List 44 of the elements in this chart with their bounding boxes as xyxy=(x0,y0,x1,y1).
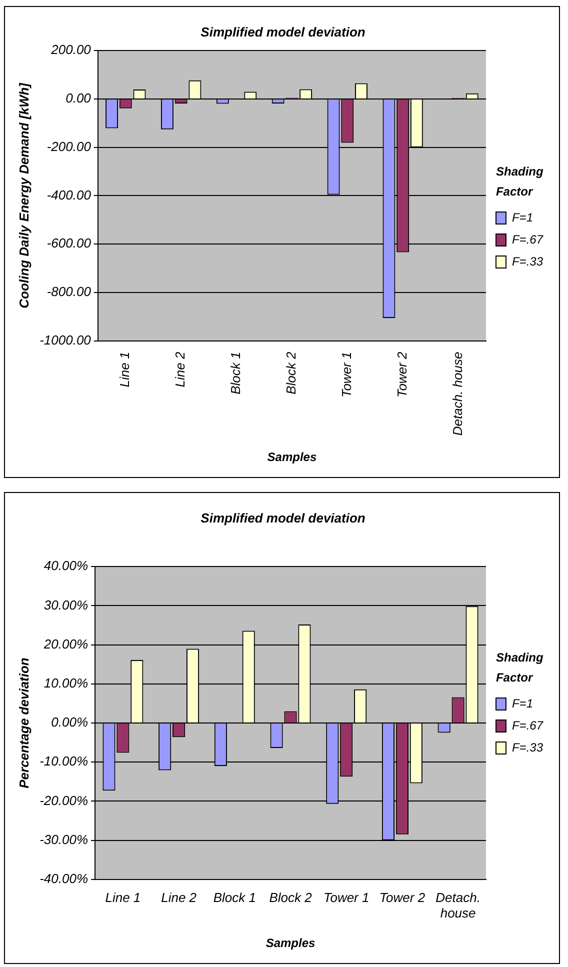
x-tick-label: Block 1 xyxy=(213,890,256,905)
chart-title: Simplified model deviation xyxy=(200,24,366,40)
y-tick-label: 10.00% xyxy=(44,676,88,691)
x-tick-label: Tower 2 xyxy=(394,351,410,398)
x-tick-label: Block 1 xyxy=(228,352,244,394)
y-tick-label: 0.00 xyxy=(66,90,92,106)
legend-label: F=1 xyxy=(512,210,533,224)
y-tick-label: -30.00% xyxy=(40,832,88,847)
legend-label: F=.67 xyxy=(512,718,544,732)
legend-label: F=.33 xyxy=(512,740,544,754)
y-tick-label: -600.00 xyxy=(46,236,92,251)
x-tick-label: Line 2 xyxy=(161,890,198,905)
x-tick-label: Block 2 xyxy=(269,890,313,905)
y-tick-label: -40.00% xyxy=(40,871,88,886)
legend-label: F=.67 xyxy=(512,232,544,246)
y-tick-label: -20.00% xyxy=(40,792,88,808)
x-tick-label: Line 1 xyxy=(105,890,141,905)
x-tick-label: Block 2 xyxy=(284,351,299,394)
y-tick-label: -200.00 xyxy=(46,138,92,154)
legend-label: F=.33 xyxy=(512,254,544,268)
y-tick-label: -10.00% xyxy=(40,754,88,769)
y-tick-label: 200.00 xyxy=(50,42,92,58)
legend-title: Shading Factor xyxy=(496,164,544,198)
y-tick-label: 20.00% xyxy=(42,636,88,652)
legend-title: Shading Factor xyxy=(496,650,544,684)
y-tick-label: -400.00 xyxy=(46,187,92,202)
x-tick-label: Line 1 xyxy=(117,352,132,388)
x-tick-label: Tower 1 xyxy=(338,352,354,398)
y-tick-label: 40.00% xyxy=(44,558,88,574)
x-axis-title: Samples xyxy=(267,450,317,464)
x-tick-label: Tower 1 xyxy=(323,890,370,905)
legend-label: F=1 xyxy=(512,696,533,710)
y-tick-label: -1000.00 xyxy=(40,332,92,348)
y-tick-label: 30.00% xyxy=(44,597,88,612)
y-axis-title: Percentage deviation xyxy=(16,658,32,788)
y-tick-label: 0.00% xyxy=(51,714,88,730)
y-tick-label: -800.00 xyxy=(46,284,92,300)
x-tick-label: Tower 2 xyxy=(379,890,426,905)
x-axis-title: Samples xyxy=(266,936,316,950)
x-tick-label: Line 2 xyxy=(172,351,188,388)
chart-title: Simplified model deviation xyxy=(200,510,366,526)
x-tick-label: Detach. house xyxy=(450,352,465,436)
y-axis-title: Cooling Daily Energy Demand [kWh] xyxy=(16,82,32,308)
x-tick-label: Detach. house xyxy=(436,890,480,920)
